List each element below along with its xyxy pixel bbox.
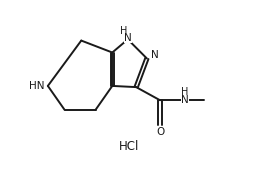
Text: H: H [181,87,188,97]
Text: HCl: HCl [119,140,139,153]
Text: O: O [156,127,164,137]
Text: H: H [120,26,127,36]
Text: N: N [124,33,132,43]
Text: HN: HN [29,81,45,91]
Text: N: N [151,50,158,60]
Text: N: N [181,95,189,105]
